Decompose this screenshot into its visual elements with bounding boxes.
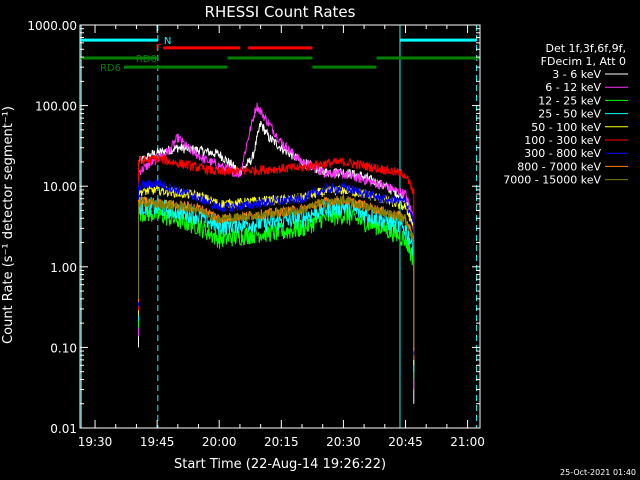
series-line-3 <box>138 196 415 372</box>
legend-label-4: 50 - 100 keV <box>531 121 601 134</box>
y-tick-label-5: 1000.00 <box>27 19 77 33</box>
legend-header-line-2: FDecim 1, Att 0 <box>541 55 626 68</box>
series-line-2 <box>138 203 415 380</box>
legend-label-8: 7000 - 15000 keV <box>503 174 601 187</box>
x-tick-label-0: 19:30 <box>78 435 113 449</box>
series-line-8 <box>138 196 415 348</box>
flag-label-rd6: RD6 <box>100 63 121 74</box>
legend-header-line-1: Det 1f,3f,6f,9f, <box>545 42 626 55</box>
y-tick-label-3: 10.00 <box>43 180 77 194</box>
footer-timestamp: 25-Oct-2021 01:40 <box>560 468 636 477</box>
y-tick-label-0: 0.01 <box>50 422 77 436</box>
legend-label-5: 100 - 300 keV <box>524 134 601 147</box>
legend-label-0: 3 - 6 keV <box>552 68 601 81</box>
x-tick-label-1: 19:45 <box>140 435 175 449</box>
y-tick-label-1: 0.10 <box>50 341 77 355</box>
legend-label-3: 25 - 50 keV <box>538 108 601 121</box>
chart-title: RHESSI Count Rates <box>205 3 356 21</box>
y-tick-label-2: 1.00 <box>50 261 77 275</box>
flag-label-n: N <box>164 36 171 47</box>
flag-label-f: F <box>156 43 162 54</box>
series-line-5 <box>138 154 415 360</box>
plot-frame <box>79 24 481 429</box>
series-line-1 <box>138 102 415 390</box>
x-axis-label: Start Time (22-Aug-14 19:26:22) <box>174 457 386 472</box>
x-tick-label-3: 20:15 <box>264 435 299 449</box>
legend-label-6: 300 - 800 keV <box>524 147 601 160</box>
flag-label-rd0: RD0 <box>136 54 157 65</box>
legend-label-7: 800 - 7000 keV <box>517 160 601 173</box>
legend-label-2: 12 - 25 keV <box>538 94 601 107</box>
series-line-6 <box>138 178 415 356</box>
legend-label-1: 6 - 12 keV <box>545 81 601 94</box>
x-tick-label-5: 20:45 <box>388 435 423 449</box>
x-tick-label-2: 20:00 <box>202 435 237 449</box>
x-tick-label-6: 21:00 <box>450 435 485 449</box>
y-axis-label: Count Rate (s⁻¹ detector segment⁻¹) <box>1 106 16 344</box>
y-tick-label-4: 100.00 <box>35 100 77 114</box>
x-tick-label-4: 20:30 <box>326 435 361 449</box>
